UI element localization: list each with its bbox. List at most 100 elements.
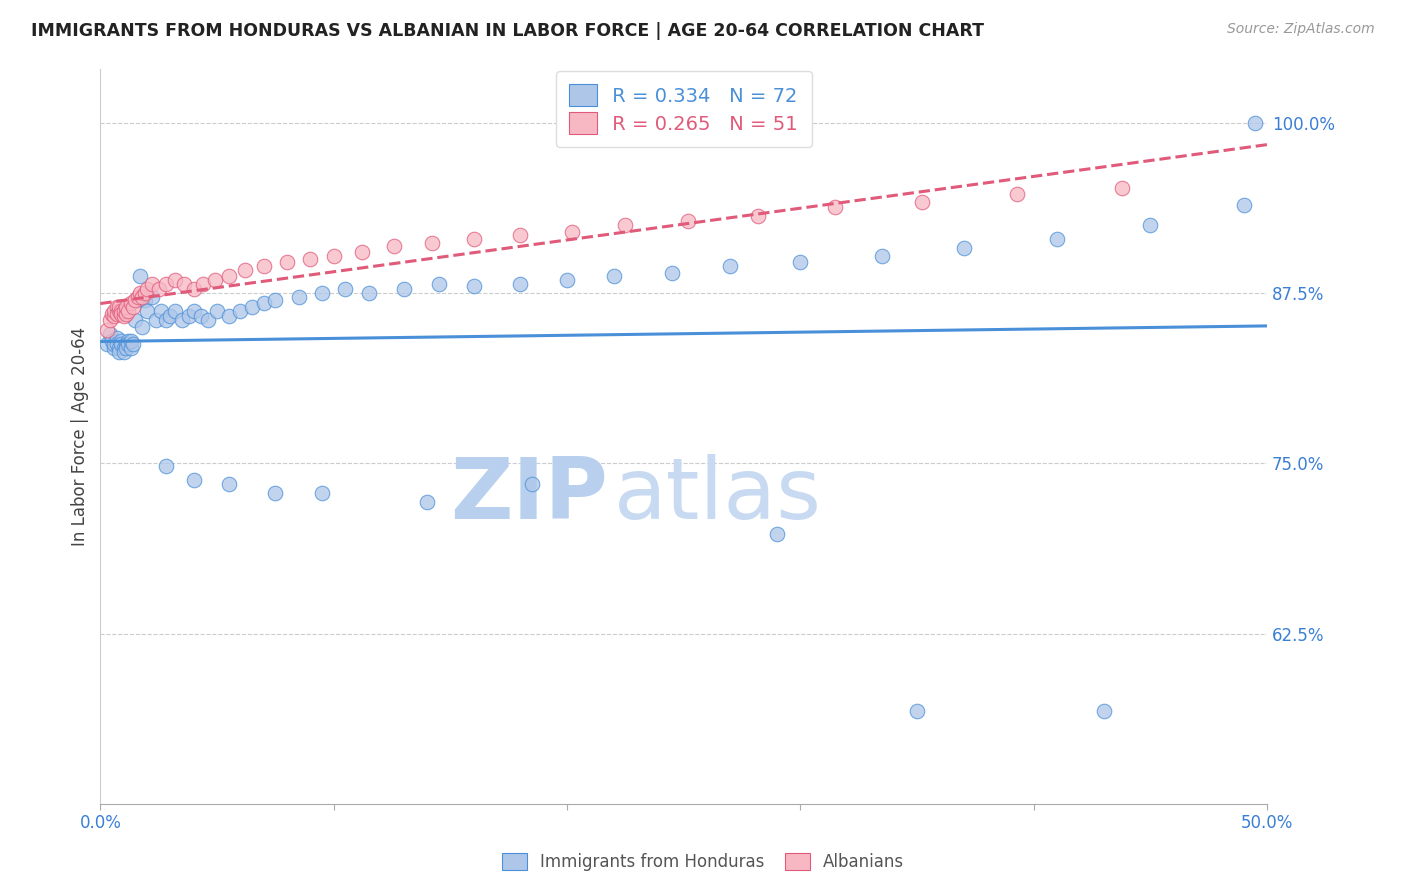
Point	[134, 286, 156, 301]
Point	[602, 268, 624, 283]
Point	[357, 286, 380, 301]
Point	[110, 336, 132, 351]
Point	[131, 290, 153, 304]
Point	[463, 232, 485, 246]
Point	[789, 255, 811, 269]
Point	[105, 331, 128, 345]
Point	[197, 313, 219, 327]
Point	[678, 214, 700, 228]
Point	[112, 344, 135, 359]
Point	[155, 459, 177, 474]
Point	[218, 310, 240, 324]
Point	[120, 341, 142, 355]
Point	[747, 209, 769, 223]
Point	[905, 704, 928, 718]
Point	[101, 334, 124, 348]
Point	[115, 307, 138, 321]
Point	[233, 263, 256, 277]
Point	[183, 473, 205, 487]
Point	[264, 486, 287, 500]
Point	[190, 310, 212, 324]
Point	[420, 235, 443, 250]
Point	[105, 307, 128, 321]
Text: Source: ZipAtlas.com: Source: ZipAtlas.com	[1227, 22, 1375, 37]
Point	[112, 304, 135, 318]
Point	[229, 304, 252, 318]
Point	[163, 304, 186, 318]
Point	[264, 293, 287, 307]
Point	[120, 334, 142, 348]
Point	[427, 277, 450, 291]
Point	[218, 268, 240, 283]
Point	[661, 266, 683, 280]
Point	[112, 310, 135, 324]
Text: IMMIGRANTS FROM HONDURAS VS ALBANIAN IN LABOR FORCE | AGE 20-64 CORRELATION CHAR: IMMIGRANTS FROM HONDURAS VS ALBANIAN IN …	[31, 22, 984, 40]
Point	[150, 304, 173, 318]
Point	[145, 313, 167, 327]
Point	[108, 304, 131, 318]
Point	[509, 227, 531, 242]
Point	[136, 282, 159, 296]
Point	[105, 300, 128, 314]
Point	[141, 290, 163, 304]
Point	[205, 304, 228, 318]
Point	[1092, 704, 1115, 718]
Point	[1111, 181, 1133, 195]
Point	[311, 286, 333, 301]
Point	[108, 300, 131, 314]
Point	[155, 277, 177, 291]
Point	[870, 250, 893, 264]
Point	[110, 307, 132, 321]
Point	[311, 486, 333, 500]
Point	[177, 310, 200, 324]
Point	[117, 336, 139, 351]
Point	[120, 295, 142, 310]
Point	[108, 341, 131, 355]
Point	[520, 477, 543, 491]
Point	[183, 304, 205, 318]
Point	[204, 272, 226, 286]
Point	[561, 225, 583, 239]
Point	[253, 295, 276, 310]
Point	[96, 323, 118, 337]
Point	[509, 277, 531, 291]
Point	[1139, 218, 1161, 232]
Point	[191, 277, 214, 291]
Point	[155, 313, 177, 327]
Point	[1244, 116, 1267, 130]
Point	[218, 477, 240, 491]
Point	[824, 201, 846, 215]
Point	[103, 341, 125, 355]
Point	[103, 304, 125, 318]
Point	[183, 282, 205, 296]
Point	[170, 313, 193, 327]
Point	[350, 245, 373, 260]
Point	[766, 527, 789, 541]
Point	[129, 286, 152, 301]
Point	[98, 313, 121, 327]
Point	[555, 272, 578, 286]
Point	[1007, 186, 1029, 201]
Legend:  R = 0.334   N = 72,  R = 0.265   N = 51: R = 0.334 N = 72, R = 0.265 N = 51	[555, 70, 811, 147]
Point	[124, 293, 146, 307]
Point	[141, 277, 163, 291]
Point	[159, 310, 181, 324]
Point	[122, 300, 145, 314]
Text: ZIP: ZIP	[450, 454, 607, 537]
Point	[148, 282, 170, 296]
Point	[124, 313, 146, 327]
Point	[110, 334, 132, 348]
Point	[392, 282, 415, 296]
Point	[98, 327, 121, 342]
Point	[115, 300, 138, 314]
Point	[240, 300, 263, 314]
Point	[112, 341, 135, 355]
Text: atlas: atlas	[613, 454, 821, 537]
Point	[117, 334, 139, 348]
Point	[115, 336, 138, 351]
Point	[108, 344, 131, 359]
Point	[173, 277, 195, 291]
Point	[253, 259, 276, 273]
Point	[322, 250, 344, 264]
Point	[101, 307, 124, 321]
